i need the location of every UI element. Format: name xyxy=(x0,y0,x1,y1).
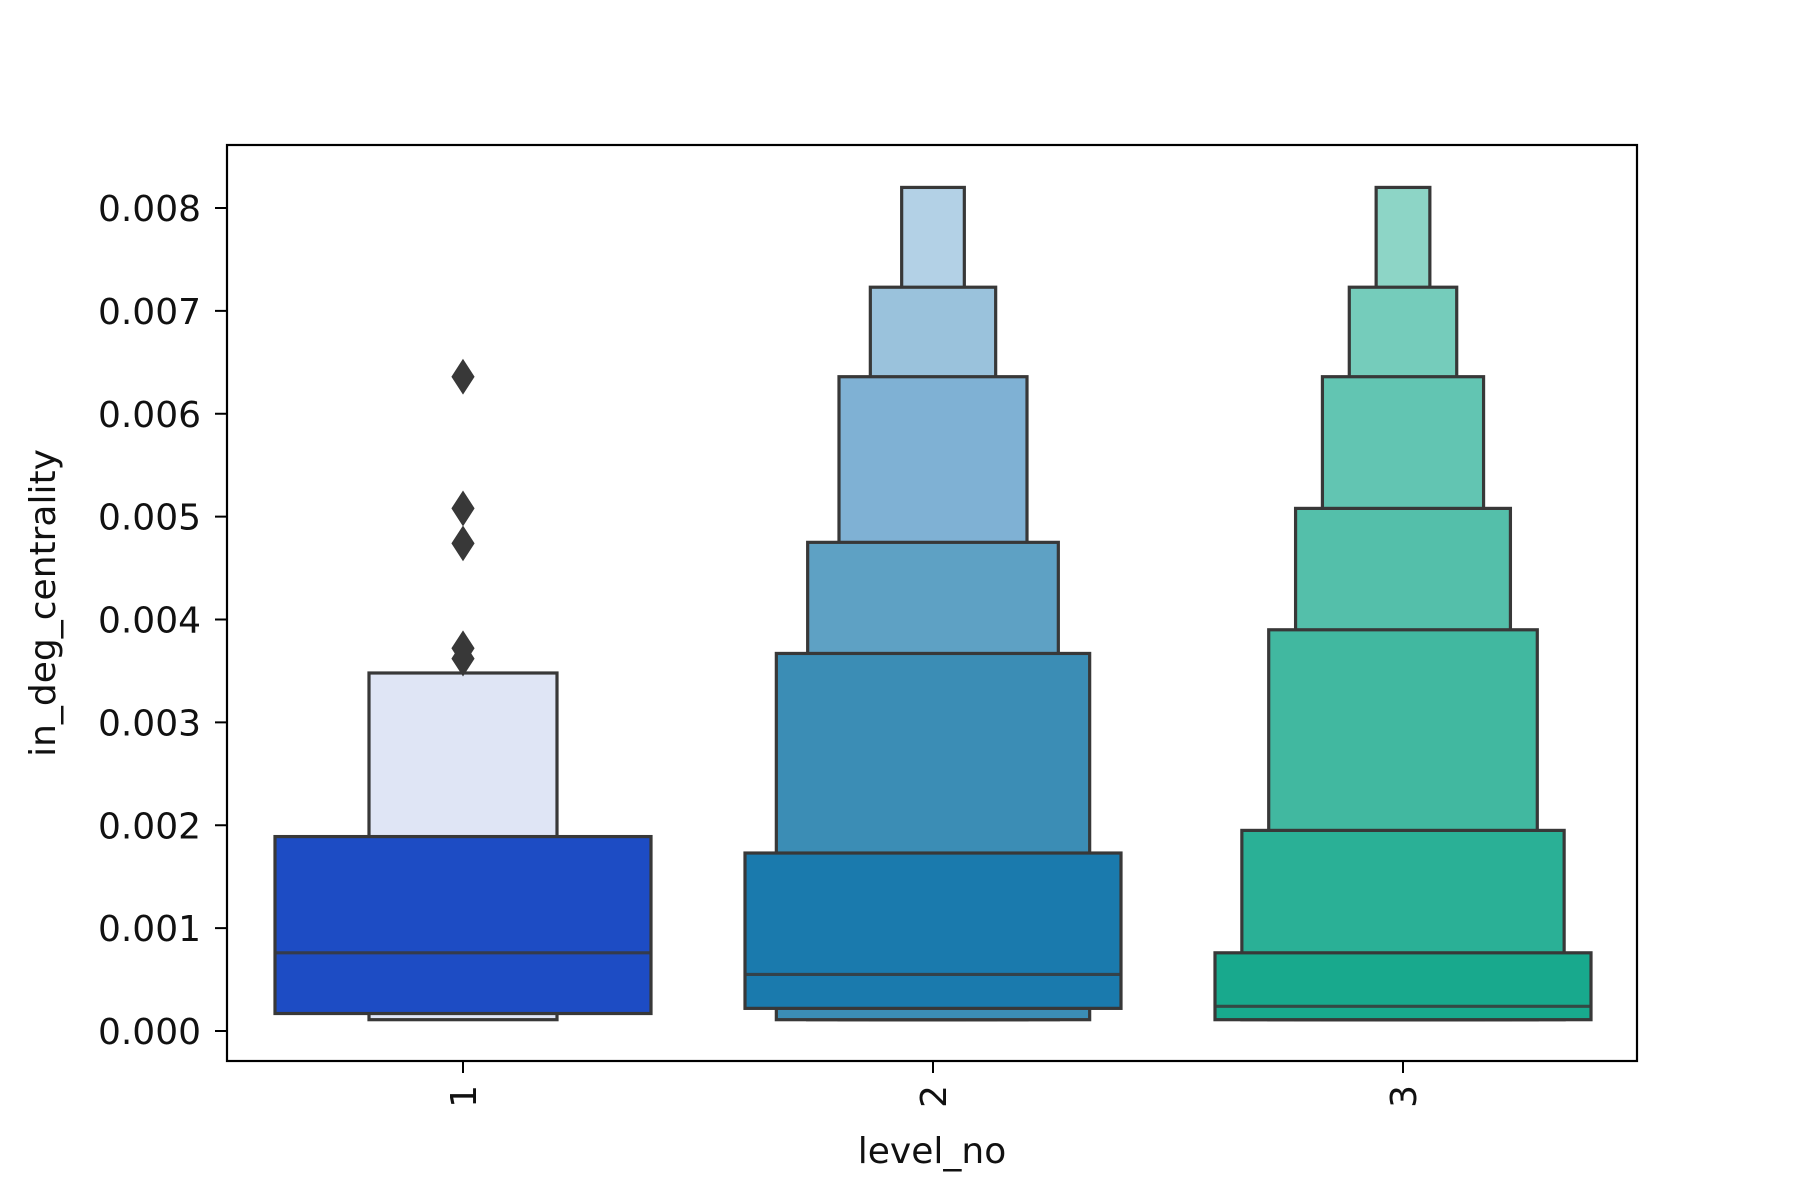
y-tick-label: 0.003 xyxy=(98,703,201,744)
y-axis: 0.000 0.001 0.002 0.003 0.004 0.005 0.006 0.007… xyxy=(98,189,227,1053)
y-axis-label: in_deg_centrality xyxy=(23,449,64,757)
y-tick-label: 0.002 xyxy=(98,806,201,847)
x-tick-label: 2 xyxy=(914,1085,955,1108)
box-level-1 xyxy=(1213,951,1593,1022)
y-tick-label: 0.004 xyxy=(98,601,201,642)
outlier-point xyxy=(451,630,475,667)
outlier-point xyxy=(451,490,475,527)
x-tick-label: 3 xyxy=(1384,1085,1425,1108)
y-tick-label: 0.001 xyxy=(98,909,201,950)
box-level-1 xyxy=(743,851,1123,1010)
boxen-group-3 xyxy=(1213,185,1593,1022)
y-tick-label: 0.005 xyxy=(98,498,201,539)
y-tick-label: 0.007 xyxy=(98,292,201,333)
x-axis-label: level_no xyxy=(858,1131,1006,1172)
x-axis: 1 2 3 xyxy=(444,1061,1425,1108)
boxen-group-1 xyxy=(273,358,653,1022)
y-tick-label: 0.008 xyxy=(98,189,201,230)
x-tick-label: 1 xyxy=(444,1085,485,1108)
y-tick-label: 0.006 xyxy=(98,395,201,436)
outlier-point xyxy=(451,525,475,562)
boxen-group-2 xyxy=(743,185,1123,1022)
y-tick-label: 0.000 xyxy=(98,1012,201,1053)
box-level-1 xyxy=(273,834,653,1016)
outlier-point xyxy=(451,358,475,395)
plot-content xyxy=(273,185,1593,1022)
